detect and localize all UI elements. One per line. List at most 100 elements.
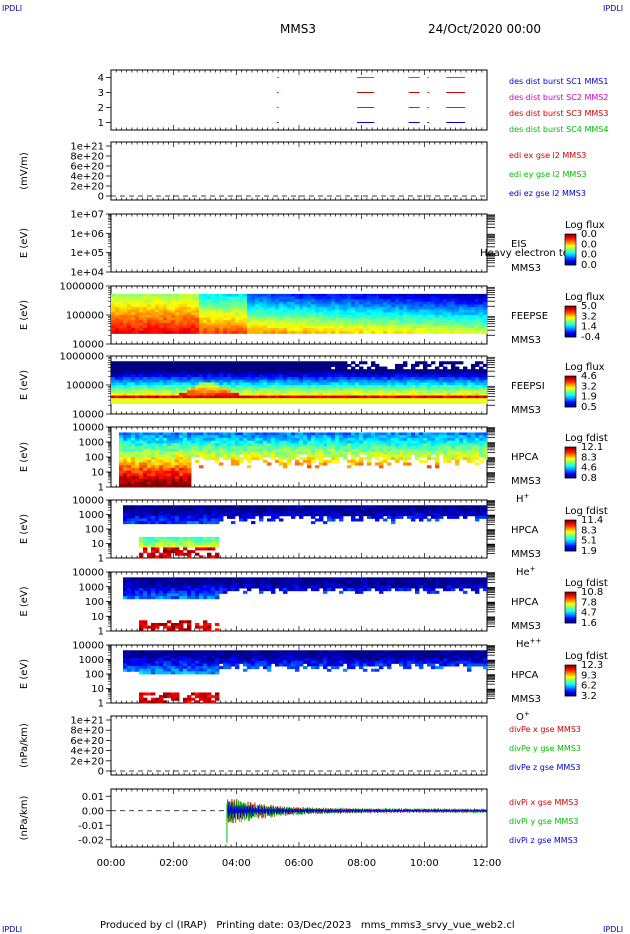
- spectrogram-cell: [355, 331, 359, 334]
- spectrogram-cell: [259, 307, 263, 310]
- spectrogram-cell: [151, 361, 155, 364]
- spectrogram-cell: [131, 364, 135, 367]
- spectrogram-cell: [483, 374, 487, 377]
- spectrogram-cell: [127, 328, 131, 331]
- spectrogram-cell: [479, 377, 483, 380]
- spectrogram-cell: [131, 452, 135, 455]
- spectrogram-cell: [179, 328, 183, 331]
- spectrogram-cell: [175, 484, 179, 487]
- spectrogram-cell: [175, 302, 179, 305]
- spectrogram-cell: [183, 297, 187, 300]
- spectrogram-cell: [475, 302, 479, 305]
- spectrogram-cell: [431, 294, 435, 297]
- spectrogram-cell: [235, 390, 239, 393]
- spectrogram-cell: [155, 307, 159, 310]
- spectrogram-cell: [443, 367, 447, 370]
- spectrogram-cell: [135, 393, 139, 396]
- spectrogram-cell: [267, 401, 271, 404]
- spectrogram-cell: [123, 441, 127, 444]
- spectrogram-cell: [407, 374, 411, 377]
- spectrogram-cell: [283, 390, 287, 393]
- spectrogram-cell: [355, 380, 359, 383]
- spectrogram-cell: [155, 452, 159, 455]
- spectrogram-cell: [127, 367, 131, 370]
- spectrogram-cell: [231, 294, 235, 297]
- spectrogram-cell: [403, 382, 407, 385]
- spectrogram-cell: [279, 312, 283, 315]
- spectrogram-cell: [347, 302, 351, 305]
- spectrogram-cell: [167, 315, 171, 318]
- spectrogram-cell: [139, 369, 143, 372]
- spectrogram-cell: [187, 401, 191, 404]
- spectrogram-cell: [123, 328, 127, 331]
- legend-entry: edi ez gse l2 MMS3: [509, 189, 586, 198]
- spectrogram-cell: [303, 396, 307, 399]
- spectrogram-cell: [427, 302, 431, 305]
- spectrogram-cell: [343, 438, 347, 441]
- spectrogram-cell: [459, 380, 463, 383]
- spectrogram-cell: [167, 299, 171, 302]
- spectrogram-cell: [215, 361, 219, 364]
- spectrogram-cell: [191, 390, 195, 393]
- spectrogram-cell: [159, 432, 163, 435]
- spectrogram-cell: [439, 396, 443, 399]
- spectrogram-cell: [283, 382, 287, 385]
- spectrogram-cell: [127, 377, 131, 380]
- spectrogram-cell: [459, 310, 463, 313]
- spectrogram-cell: [143, 484, 147, 487]
- spectrogram-cell: [479, 326, 483, 329]
- spectrogram-cell: [159, 372, 163, 375]
- spectrogram-cell: [419, 388, 423, 391]
- spectrogram-cell: [319, 374, 323, 377]
- spectrogram-cell: [239, 331, 243, 334]
- spectrogram-cell: [231, 320, 235, 323]
- spectrogram-cell: [195, 377, 199, 380]
- spectrogram-cell: [191, 377, 195, 380]
- spectrogram-cell: [443, 331, 447, 334]
- spectrogram-cell: [443, 310, 447, 313]
- spectrogram-cell: [411, 318, 415, 321]
- spectrogram-cell: [323, 297, 327, 300]
- spectrogram-cell: [155, 299, 159, 302]
- spectrogram-cell: [299, 307, 303, 310]
- spectrogram-cell: [127, 479, 131, 482]
- spectrogram-cell: [323, 304, 327, 307]
- spectrogram-cell: [247, 367, 251, 370]
- spectrogram-cell: [355, 446, 359, 449]
- spectrogram-cell: [447, 315, 451, 318]
- spectrogram-cell: [111, 372, 115, 375]
- spectrogram-cell: [319, 443, 323, 446]
- spectrogram-cell: [239, 299, 243, 302]
- spectrogram-cell: [463, 374, 467, 377]
- spectrogram-cell: [443, 328, 447, 331]
- spectrogram-cell: [439, 369, 443, 372]
- spectrogram-cell: [231, 331, 235, 334]
- spectrogram-cell: [227, 393, 231, 396]
- spectrogram-cell: [251, 320, 255, 323]
- spectrogram-cell: [319, 312, 323, 315]
- spectrogram-cell: [231, 307, 235, 310]
- spectrogram-cell: [231, 312, 235, 315]
- spectrogram-cell: [159, 462, 163, 465]
- spectrogram-cell: [123, 471, 127, 474]
- spectrogram-cell: [391, 323, 395, 326]
- spectrogram-cell: [219, 364, 223, 367]
- spectrogram-cell: [259, 361, 263, 364]
- spectrogram-cell: [223, 320, 227, 323]
- spectrogram-cell: [355, 438, 359, 441]
- spectrogram-cell: [167, 307, 171, 310]
- spectrogram-cell: [483, 377, 487, 380]
- spectrogram-cell: [287, 460, 291, 463]
- spectrogram-cell: [243, 374, 247, 377]
- spectrogram-cell: [279, 398, 283, 401]
- spectrogram-cell: [255, 297, 259, 300]
- spectrogram-cell: [231, 361, 235, 364]
- spectrogram-cell: [455, 374, 459, 377]
- spectrogram-cell: [439, 390, 443, 393]
- spectrogram-cell: [171, 374, 175, 377]
- spectrogram-cell: [135, 320, 139, 323]
- spectrogram-cell: [379, 393, 383, 396]
- spectrogram-cell: [303, 452, 307, 455]
- spectrogram-cell: [303, 331, 307, 334]
- spectrogram-cell: [347, 369, 351, 372]
